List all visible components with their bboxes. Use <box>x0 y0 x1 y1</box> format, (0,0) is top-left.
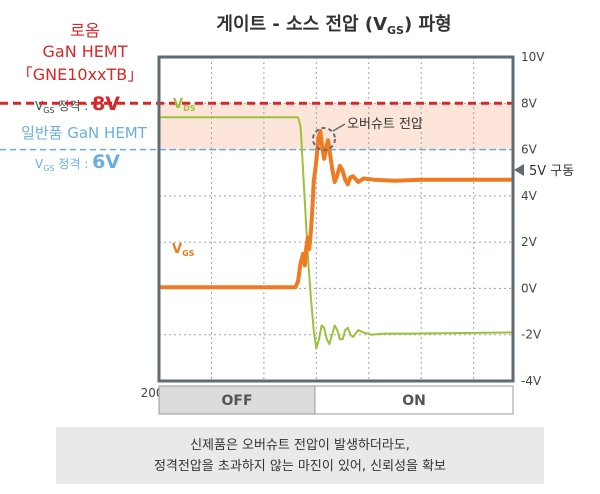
plot-area <box>0 55 515 383</box>
y-tick-label: 8V <box>521 96 538 110</box>
margin-band <box>159 103 513 150</box>
chart-title: 게이트 - 소스 전압 (VGS) 파형 <box>216 14 451 37</box>
chart-title-main: 게이트 - 소스 전압 (V <box>216 14 387 35</box>
state-off-label: OFF <box>221 393 252 409</box>
vds-series-line <box>159 116 514 350</box>
y-tick-label: 10V <box>521 50 545 64</box>
caption-box <box>56 427 544 484</box>
y-tick-label: 6V <box>521 143 538 157</box>
general-vgs-sub: GS <box>43 164 54 173</box>
vds-label-sub: DS <box>183 104 196 113</box>
product-line3: 「GNE10xxTB」 <box>17 65 144 84</box>
plot-frame <box>157 55 515 383</box>
drive-arrow-icon <box>514 164 524 176</box>
general-vgs-mid: 정격 : <box>54 157 92 171</box>
state-on-box <box>314 385 514 415</box>
rohm-vgs-sub: GS <box>43 106 54 115</box>
overshoot-label: 오버슈트 전압 <box>347 117 423 132</box>
y-tick-label: 0V <box>521 281 538 295</box>
y-tick-label: -4V <box>521 374 542 388</box>
product-line2: GaN HEMT <box>43 42 128 61</box>
caption-line1: 신제품은 오버슈트 전압이 발생하더라도, <box>190 438 410 453</box>
chart-title-end: ) 파형 <box>404 14 452 35</box>
vds-series-label: VDS <box>173 97 196 113</box>
vgs-series-line <box>159 129 513 290</box>
y-tick-label: -2V <box>521 328 542 342</box>
y-tick-label: 2V <box>521 235 538 249</box>
general-product-label: 일반품 GaN HEMT <box>21 124 148 142</box>
general-vgs-value: 6V <box>92 151 120 173</box>
vgs-label-main: V <box>172 242 182 257</box>
chart-title-sub: GS <box>387 24 404 37</box>
series-group <box>159 116 514 350</box>
y-tick-label: 4V <box>521 189 538 203</box>
rohm-vgs-prefix: V <box>35 99 44 113</box>
overshoot-marker-circle <box>312 127 336 151</box>
drive-label: 5V 구동 <box>529 164 574 179</box>
reference-lines <box>0 101 513 151</box>
state-off-box <box>158 385 316 415</box>
general-vgs-rating: VGS 정격 : 6V <box>35 151 120 173</box>
rohm-vgs-mid: 정격 : <box>54 99 92 113</box>
product-line1: 로옴 <box>70 21 99 40</box>
vds-label-main: V <box>173 97 183 112</box>
general-vgs-prefix: V <box>35 157 44 171</box>
vgs-label-sub: GS <box>182 249 195 258</box>
overshoot-leader-line <box>332 123 346 132</box>
state-on-label: ON <box>402 393 426 409</box>
y-tick-labels: 10V 8V 6V 4V 2V 0V -2V -4V <box>521 50 545 388</box>
vgs-series-label: VGS <box>172 242 195 258</box>
caption-line2: 정격전압을 초과하지 않는 마진이 있어, 신뢰성을 확보 <box>154 459 446 474</box>
